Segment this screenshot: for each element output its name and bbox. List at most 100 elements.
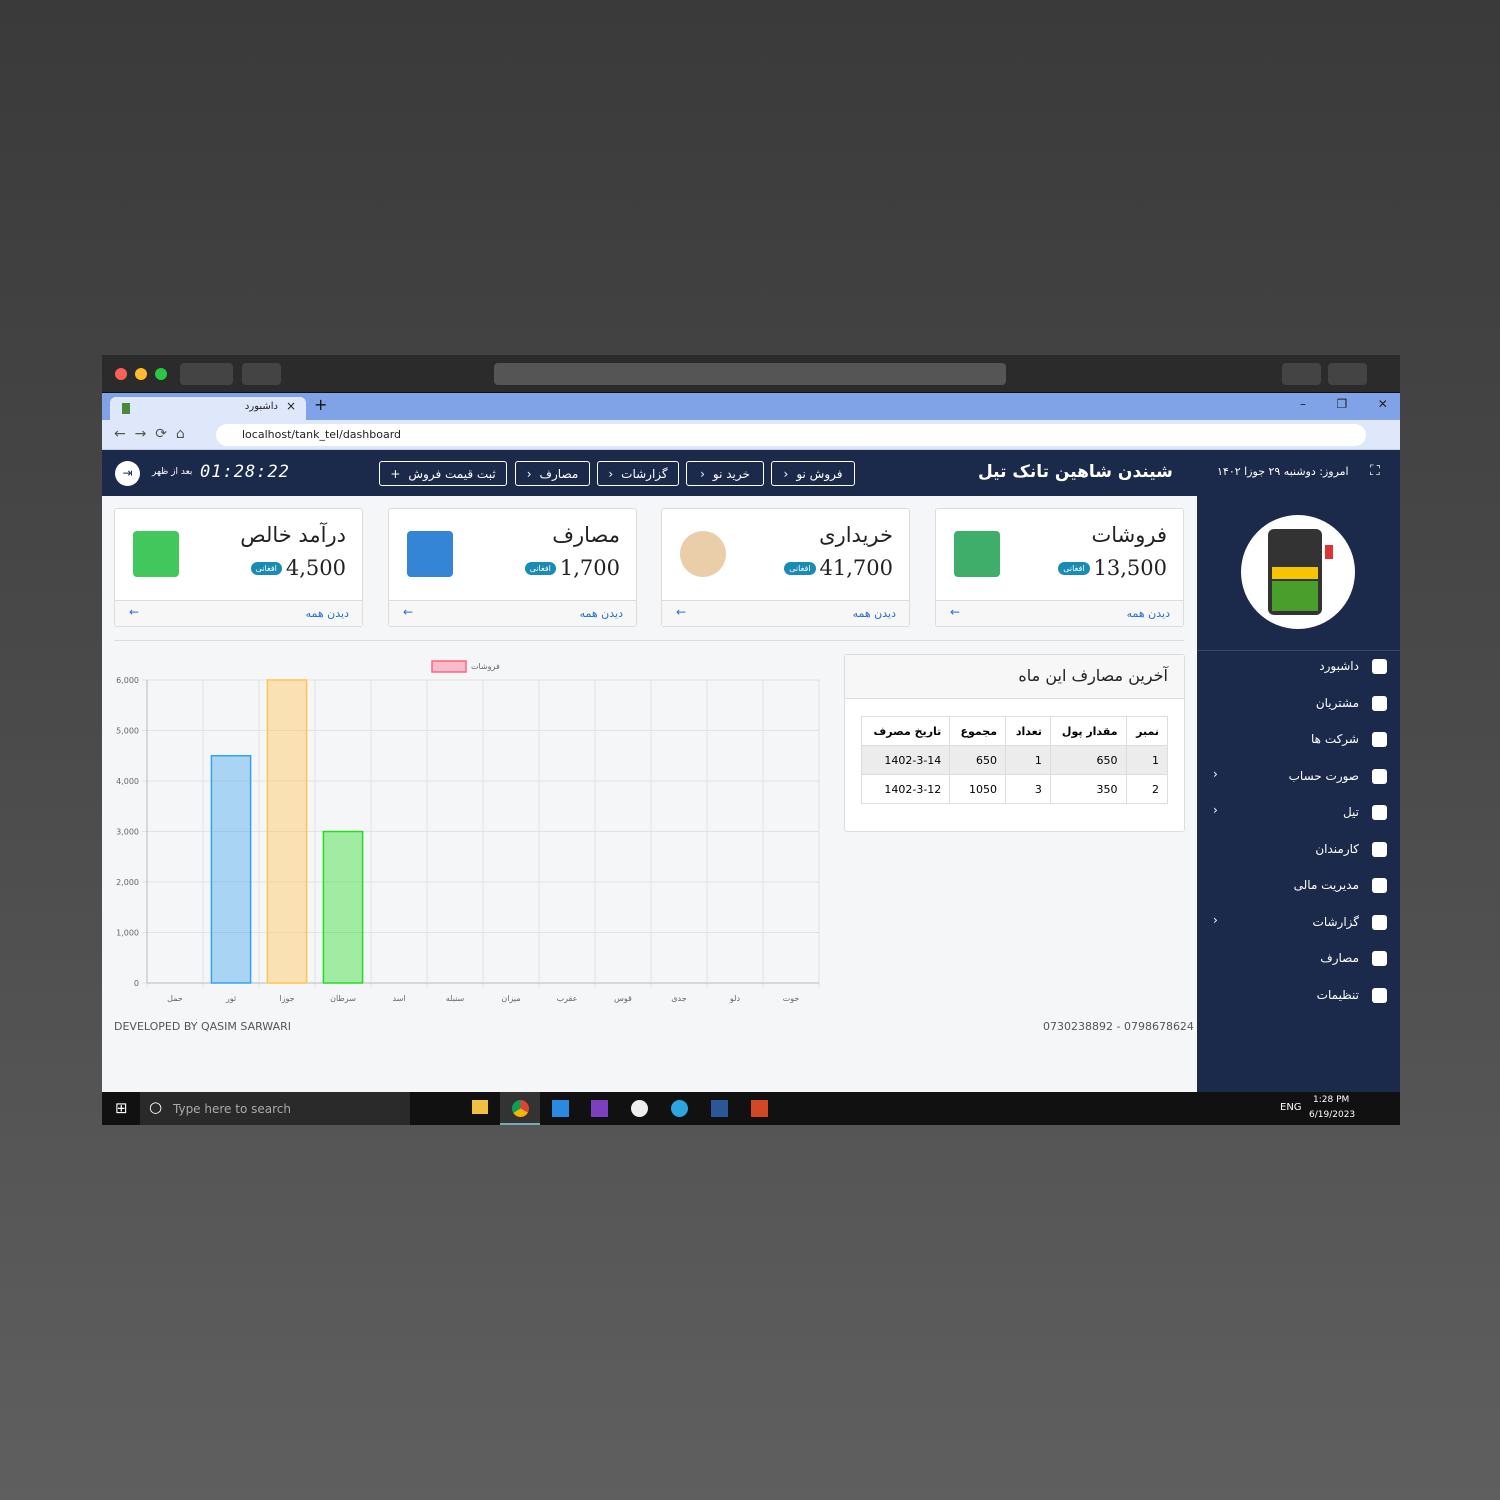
search-box[interactable]: ○ Type here to search bbox=[140, 1092, 410, 1125]
card-icon bbox=[680, 531, 726, 577]
clock: 01:28:22 bbox=[200, 462, 290, 482]
menu-item[interactable]: کارمندان bbox=[1197, 834, 1400, 866]
mac-address-bar[interactable] bbox=[494, 363, 1006, 385]
menu-item[interactable]: تیل › bbox=[1197, 797, 1400, 829]
card-amount-row: 13,500 افغانی bbox=[1058, 556, 1167, 580]
fullscreen-icon[interactable]: ⛶ bbox=[1370, 463, 1380, 479]
currency-badge: افغانی bbox=[1058, 561, 1090, 575]
menu-chevron: › bbox=[1213, 766, 1218, 781]
table-row: 1 650 1 650 1402-3-14 bbox=[860, 745, 1169, 775]
pump-band bbox=[1272, 567, 1318, 579]
button-icon: ‹ bbox=[608, 466, 614, 481]
vscode-icon[interactable] bbox=[552, 1100, 569, 1117]
tray-lang[interactable]: ENG bbox=[1280, 1102, 1302, 1113]
new-tab[interactable]: + bbox=[314, 395, 328, 414]
close-dot[interactable] bbox=[115, 368, 127, 380]
tab-title: داشبورد bbox=[244, 401, 278, 412]
currency-badge: افغانی bbox=[784, 561, 816, 575]
stat-card: مصارف 1,700 افغانی دیدن همه ← bbox=[388, 508, 637, 627]
menu-item[interactable]: شرکت ها bbox=[1197, 724, 1400, 756]
menu-item[interactable]: داشبورد bbox=[1197, 651, 1400, 683]
button-icon: + bbox=[390, 466, 401, 481]
tab-close[interactable]: × bbox=[285, 399, 296, 413]
powerpoint-icon[interactable] bbox=[751, 1100, 768, 1117]
explorer-icon[interactable] bbox=[472, 1100, 488, 1114]
card-title: درآمد خالص bbox=[240, 523, 346, 547]
sidebar-divider bbox=[1197, 650, 1400, 651]
app-icon[interactable] bbox=[631, 1100, 648, 1117]
window-titlebar bbox=[102, 355, 1400, 393]
card-amount: 41,700 bbox=[819, 556, 893, 580]
chrome-icon bbox=[512, 1100, 529, 1117]
word-icon[interactable] bbox=[711, 1100, 728, 1117]
search-icon: ○ bbox=[149, 1098, 163, 1116]
column-header: نمبر bbox=[1125, 716, 1169, 746]
card-title: مصارف bbox=[552, 523, 620, 547]
menu-icon bbox=[1372, 695, 1387, 711]
currency-badge: افغانی bbox=[250, 561, 282, 575]
menu-item[interactable]: تنظیمات bbox=[1197, 980, 1400, 1012]
stat-card: خریداری 41,700 افغانی دیدن همه ← bbox=[661, 508, 910, 627]
chrome-task[interactable] bbox=[500, 1092, 540, 1125]
nav-button[interactable]: گزارشات ‹ bbox=[597, 461, 679, 486]
nav-icons[interactable]: ← → ⟳ ⌂ bbox=[114, 426, 185, 442]
column-header: مجموع bbox=[949, 716, 1007, 746]
nav-button[interactable]: مصارف ‹ bbox=[515, 461, 590, 486]
footer-phones: 0730238892 - 0798678624 bbox=[1043, 1020, 1194, 1033]
table-cell: 350 bbox=[1049, 774, 1127, 804]
menu-label: کارمندان bbox=[1315, 841, 1359, 856]
menu-label: داشبورد bbox=[1319, 659, 1359, 673]
nav-button[interactable]: ثبت قیمت فروش + bbox=[379, 461, 507, 486]
menu-icon bbox=[1372, 659, 1387, 674]
telegram-icon[interactable] bbox=[671, 1100, 688, 1117]
card-amount: 13,500 bbox=[1093, 556, 1167, 580]
card-link[interactable]: دیدن همه bbox=[852, 607, 896, 620]
nav-buttons[interactable] bbox=[180, 363, 233, 385]
tray-date[interactable]: 6/19/2023 bbox=[1309, 1110, 1356, 1120]
min-dot[interactable] bbox=[135, 368, 147, 380]
start-button[interactable]: ⊞ bbox=[115, 1099, 128, 1117]
tabs-button[interactable] bbox=[1328, 363, 1367, 385]
menu-item[interactable]: مشتریان bbox=[1197, 688, 1400, 720]
tab[interactable]: داشبورد × bbox=[110, 397, 306, 420]
app-header: امروز: دوشنبه ۲۹ جوزا ۱۴۰۲ ⛶ شیندن شاهین… bbox=[102, 450, 1400, 496]
panel-header: آخرین مصارف این ماه bbox=[845, 655, 1184, 699]
card-arrow: ← bbox=[129, 605, 140, 619]
taskbar: ⊞ ○ Type here to search ENG 1:28 PM 6/19… bbox=[102, 1092, 1400, 1125]
tray-time[interactable]: 1:28 PM bbox=[1313, 1095, 1350, 1105]
menu-item[interactable]: مصارف bbox=[1197, 943, 1400, 975]
menu-item[interactable]: گزارشات › bbox=[1197, 907, 1400, 939]
window-controls[interactable]: – ❐ ✕ bbox=[1300, 397, 1388, 411]
table-cell: 1 bbox=[1125, 745, 1169, 775]
search-placeholder: Type here to search bbox=[173, 1102, 291, 1116]
menu-icon bbox=[1372, 914, 1387, 930]
url: localhost/tank_tel/dashboard bbox=[242, 428, 402, 441]
table-cell: 650 bbox=[949, 745, 1007, 775]
menu-item[interactable]: مدیریت مالی bbox=[1197, 870, 1400, 902]
tab-strip: داشبورد × + – ❐ ✕ bbox=[102, 393, 1400, 420]
pump-base bbox=[1272, 581, 1318, 611]
expenses-panel: آخرین مصارف این ماه نمبر مقدار پول تعداد مج… bbox=[844, 654, 1185, 832]
nav-button[interactable]: فروش نو ‹ bbox=[771, 461, 855, 486]
tab-icon bbox=[122, 403, 130, 414]
menu-item[interactable]: صورت حساب › bbox=[1197, 761, 1400, 793]
card-link[interactable]: دیدن همه bbox=[579, 607, 623, 620]
menu-label: مصارف bbox=[1320, 951, 1359, 965]
card-arrow: ← bbox=[403, 605, 414, 619]
vs-icon[interactable] bbox=[591, 1100, 608, 1117]
card-link[interactable]: دیدن همه bbox=[1126, 607, 1170, 620]
brand: شیندن شاهین تانک تیل bbox=[978, 462, 1173, 482]
share-button[interactable] bbox=[1282, 363, 1321, 385]
omnibox[interactable]: localhost/tank_tel/dashboard bbox=[216, 424, 1366, 446]
column-header: تعداد bbox=[1005, 716, 1051, 746]
sidebar-toggle[interactable] bbox=[242, 363, 281, 385]
menu-label: تنظیمات bbox=[1316, 987, 1359, 1002]
menu-label: گزارشات bbox=[1312, 914, 1359, 929]
sidebar bbox=[1197, 496, 1400, 1092]
nav-button[interactable]: خرید نو ‹ bbox=[686, 461, 764, 486]
max-dot[interactable] bbox=[155, 368, 167, 380]
button-icon: ‹ bbox=[783, 466, 789, 481]
card-link[interactable]: دیدن همه bbox=[305, 607, 349, 620]
logout-button[interactable]: ⇥ bbox=[115, 461, 140, 486]
